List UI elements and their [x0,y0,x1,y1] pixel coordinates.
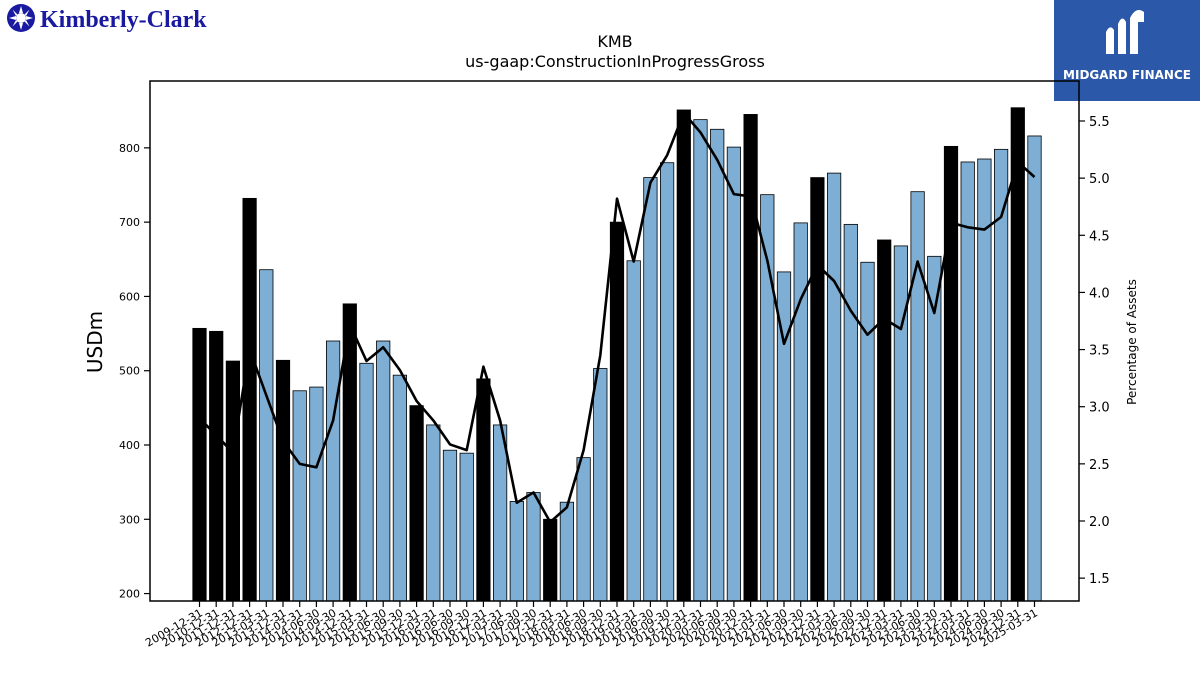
y2-tick-label: 5.0 [1089,172,1110,187]
bar-2015-06-30 [376,340,391,602]
bar-2013-03-31 [259,269,274,602]
y-tick-label: 800 [119,142,140,155]
bar-2018-12-31 [609,221,625,602]
kimberly-clark-wordmark: Kimberly-Clark [40,7,207,33]
bar-2017-06-30 [509,501,524,602]
bar-2010-12-31 [209,330,224,602]
bar-2020-09-30 [726,146,742,602]
plot-frame [149,80,1080,602]
bar-2020-03-31 [693,119,708,602]
bars-group [192,107,1042,602]
y2-tick-label: 3.0 [1089,401,1110,416]
bar-2015-03-31 [359,362,374,602]
bar-2011-12-31 [225,360,240,602]
y2-tick-label: 2.0 [1089,515,1110,530]
bar-2019-12-31 [676,109,691,602]
bar-2022-09-30 [860,261,875,602]
bar-2012-12-31 [242,197,257,602]
y-tick-label: 400 [119,439,140,452]
line-layer [198,111,1036,524]
bar-2019-03-31 [626,260,641,602]
bar-2023-12-31 [943,145,959,602]
bar-2016-09-30 [459,452,474,602]
bar-2023-03-31 [893,245,909,602]
y2-tick-label: 4.0 [1089,286,1110,301]
chart-title: KMB [597,32,633,51]
y2-tick-label: 5.5 [1089,115,1110,130]
bar-2017-09-30 [526,492,541,602]
bar-2023-06-30 [910,191,925,602]
bar-2021-09-30 [793,222,808,602]
midgard-emblem-icon [1106,10,1144,55]
chart-subtitle: us-gaap:ConstructionInProgressGross [465,52,765,71]
bar-2016-12-31 [476,378,491,602]
bar-2022-03-31 [827,172,842,602]
bar-2020-06-30 [710,128,725,602]
bar-2017-03-31 [492,424,508,602]
y-axis-label: USDm [83,311,107,373]
y2-tick-label: 1.5 [1089,572,1110,587]
percentage-of-assets-line [198,111,1036,524]
bar-2014-03-31 [292,390,307,602]
bar-2022-06-30 [843,223,858,602]
bar-2013-12-31 [275,359,291,602]
bar-2022-12-31 [877,239,892,602]
y2-tick-label: 2.5 [1089,458,1110,473]
bar-2018-03-31 [559,501,575,602]
bar-2015-12-31 [409,405,424,602]
y-tick-label: 300 [119,513,140,526]
y2-tick-label: 3.5 [1089,344,1110,359]
bar-2009-12-31 [192,327,207,602]
bar-2019-06-30 [643,177,658,602]
bar-2016-06-30 [442,449,458,602]
bar-2017-12-31 [543,518,558,602]
bar-2019-09-30 [660,162,675,602]
y-tick-label: 700 [119,216,140,229]
bar-2018-06-30 [576,457,591,602]
bar-2021-12-31 [810,177,825,602]
bar-2018-09-30 [593,368,608,602]
kimberly-clark-emblem-icon: Kimberly-Clark [7,4,207,33]
y-tick-label: 500 [119,365,140,378]
y2-axis-label: Percentage of Assets [1125,279,1139,405]
y-tick-label: 600 [119,290,140,303]
kimberly-clark-logo: Kimberly-Clark [4,2,244,36]
bar-2014-06-30 [309,386,324,602]
bar-2020-12-31 [743,114,758,602]
bar-2014-09-30 [325,340,341,602]
y2-tick-label: 4.5 [1089,229,1110,244]
bar-2016-03-31 [426,424,441,602]
y-tick-label: 200 [119,588,140,601]
midgard-wordmark: MIDGARD FINANCE [1063,68,1191,82]
bar-2025-03-31 [1027,135,1042,602]
axes-group: 200 300 400 500 600 700 800 1.5 2.0 2.5 3.0 3.5 4.0 4… [119,115,1110,650]
bar-2015-09-30 [392,374,408,602]
